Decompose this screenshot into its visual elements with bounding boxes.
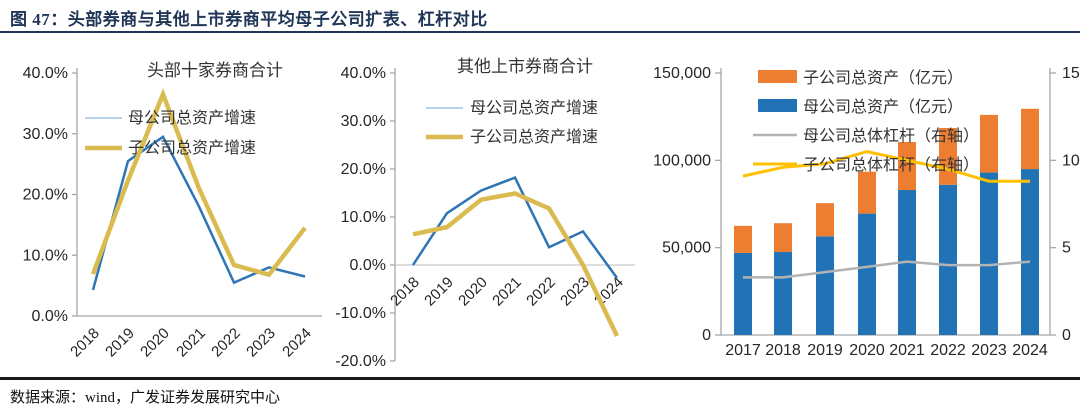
y-tick-label: 10.0% xyxy=(23,247,68,264)
series-line-0 xyxy=(411,176,619,279)
bar-subsidiary-assets xyxy=(774,223,792,253)
bar-subsidiary-assets xyxy=(858,171,876,214)
bar-parent-assets xyxy=(774,252,792,335)
y-tick-label: 30.0% xyxy=(23,126,68,143)
chart-other-listed-brokers-growth: -20.0% -10.0% 0.0% 10.0% 20.0% 30.0% 40.0% 2018… xyxy=(335,57,635,370)
chart-top10-brokers-growth: 0.0% 10.0% 20.0% 30.0% 40.0% 2018 2019 2020 2021… xyxy=(23,61,322,361)
x-tick-label: 2023 xyxy=(971,342,1007,359)
left-y-tick-label: 100,000 xyxy=(653,152,711,169)
left-y-tick-label: 50,000 xyxy=(662,240,711,257)
y-tick-label: 0.0% xyxy=(350,257,386,274)
bar-parent-assets xyxy=(734,252,752,335)
y-tick-label: 40.0% xyxy=(341,65,386,82)
bar-subsidiary-assets xyxy=(898,141,916,191)
right-y-tick-label: 15 xyxy=(1062,65,1080,82)
x-tick-label: 2018 xyxy=(387,274,423,310)
y-tick-label: -20.0% xyxy=(335,353,386,370)
legend-swatch-0 xyxy=(758,70,797,83)
x-tick-label: 2022 xyxy=(523,274,559,310)
legend-label-1: 子公司总资产增速 xyxy=(128,139,256,157)
chart-title: 其他上市券商合计 xyxy=(457,57,593,76)
bar-parent-assets xyxy=(816,236,834,335)
legend-swatch-1 xyxy=(758,99,797,112)
bar-subsidiary-assets xyxy=(980,114,998,173)
title-divider xyxy=(0,31,1080,33)
bar-parent-assets xyxy=(1021,169,1039,335)
x-tick-label: 2021 xyxy=(173,325,209,361)
y-tick-label: 0.0% xyxy=(32,308,68,325)
left-y-tick-label: 0 xyxy=(702,327,711,344)
y-tick-label: 20.0% xyxy=(341,161,386,178)
bar-parent-assets xyxy=(858,213,876,335)
legend-label-1: 母公司总资产（亿元） xyxy=(803,98,963,116)
x-tick-label: 2024 xyxy=(1012,342,1048,359)
figure-title: 图 47：头部券商与其他上市券商平均母子公司扩表、杠杆对比 xyxy=(10,10,488,29)
x-tick-label: 2023 xyxy=(243,325,279,361)
legend-label-0: 母公司总资产增速 xyxy=(470,99,598,117)
bar-parent-assets xyxy=(980,172,998,335)
x-tick-label: 2020 xyxy=(137,325,173,361)
bar-subsidiary-assets xyxy=(1021,108,1039,170)
x-tick-label: 2017 xyxy=(725,342,761,359)
bar-subsidiary-assets xyxy=(816,203,834,237)
series-line-0 xyxy=(91,134,306,291)
legend-label-1: 子公司总资产增速 xyxy=(470,128,598,146)
y-tick-label: 30.0% xyxy=(341,113,386,130)
x-tick-label: 2020 xyxy=(849,342,885,359)
legend-label-0: 子公司总资产（亿元） xyxy=(803,69,963,87)
bar-subsidiary-assets xyxy=(734,225,752,253)
x-tick-label: 2018 xyxy=(765,342,801,359)
x-tick-label: 2021 xyxy=(489,274,525,310)
y-tick-label: -10.0% xyxy=(335,305,386,322)
y-tick-label: 40.0% xyxy=(23,65,68,82)
x-tick-label: 2018 xyxy=(67,325,103,361)
x-tick-label: 2019 xyxy=(421,274,457,310)
series-line-1 xyxy=(412,191,620,337)
right-y-tick-label: 5 xyxy=(1062,240,1071,257)
legend-label-2: 母公司总体杠杆（右轴） xyxy=(803,127,979,145)
x-tick-label: 2021 xyxy=(889,342,925,359)
y-tick-label: 20.0% xyxy=(23,187,68,204)
legend-label-0: 母公司总资产增速 xyxy=(128,109,256,127)
right-y-tick-label: 0 xyxy=(1062,327,1071,344)
x-tick-label: 2022 xyxy=(208,325,244,361)
left-y-tick-label: 150,000 xyxy=(653,65,711,82)
x-tick-label: 2019 xyxy=(102,325,138,361)
chart-title: 头部十家券商合计 xyxy=(147,61,283,80)
leverage-line-1 xyxy=(742,150,1030,183)
footer-divider xyxy=(0,377,1080,380)
data-source: 数据来源：wind，广发证券发展研究中心 xyxy=(10,390,281,406)
x-tick-label: 2020 xyxy=(455,274,491,310)
x-tick-label: 2022 xyxy=(930,342,966,359)
y-tick-label: 10.0% xyxy=(341,209,386,226)
right-y-tick-label: 10 xyxy=(1062,152,1080,169)
chart-assets-and-leverage-combo: 0 50,000 100,000 150,000 0 5 10 15 2017 2018 2019 2… xyxy=(653,65,1080,359)
x-tick-label: 2024 xyxy=(279,325,315,361)
x-tick-label: 2019 xyxy=(807,342,843,359)
legend-label-3: 子公司总体杠杆（右轴） xyxy=(803,156,979,174)
series-line-1 xyxy=(90,88,307,278)
leverage-line-0 xyxy=(743,260,1031,279)
bar-parent-assets xyxy=(939,184,957,335)
